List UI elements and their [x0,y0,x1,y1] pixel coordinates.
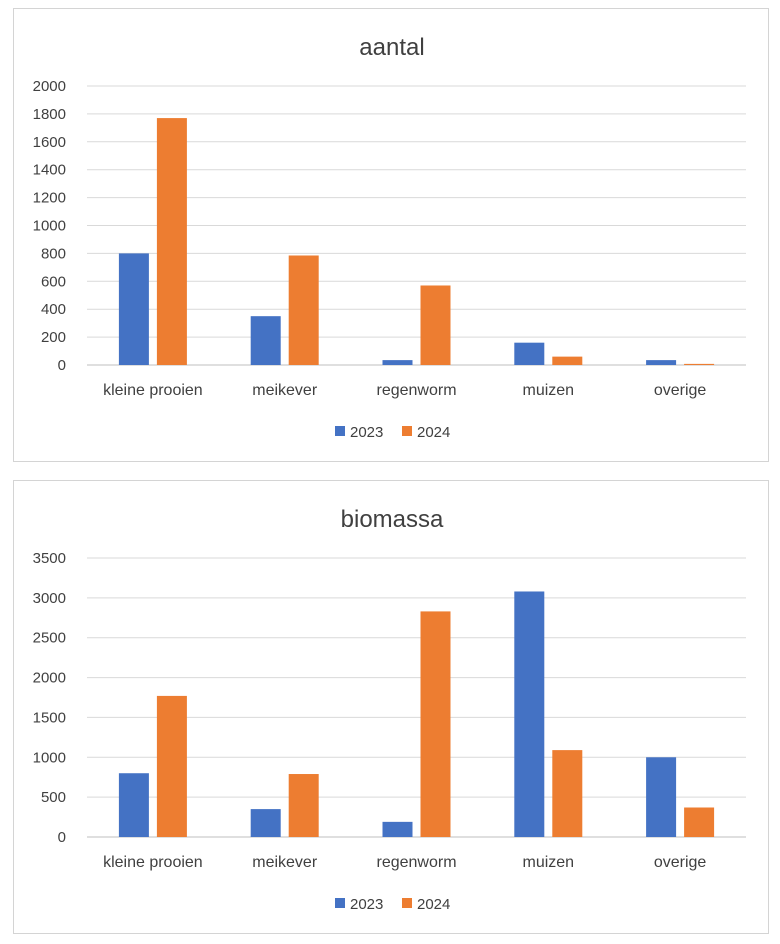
y-tick-label: 800 [41,245,66,262]
bar-2023 [382,821,413,837]
chart-aantal: aantal 0 200 400 600 800 1000 1200 1400 1600 1800… [13,8,769,462]
legend-swatch-2023 [335,426,345,436]
x-category-label: kleine prooien [103,382,203,399]
x-category-label: muizen [523,382,575,399]
bar-2024 [156,695,187,837]
bar-2024 [684,807,715,837]
bar-2024 [684,363,715,365]
bar-2023 [250,316,281,365]
y-tick-label: 500 [41,789,66,806]
y-tick-label: 2000 [33,78,66,95]
y-tick-label: 1600 [33,134,66,151]
bar-2024 [420,285,451,365]
bar-2023 [646,757,677,837]
bar-2023 [514,342,545,365]
chart-title: aantal [359,34,424,61]
legend-label-2023: 2023 [350,424,383,441]
bar-2023 [382,360,413,365]
legend-swatch-2023 [335,898,345,908]
y-tick-label: 3000 [33,590,66,607]
y-tick-label: 1800 [33,106,66,123]
y-tick-label: 1500 [33,709,66,726]
x-category-label: kleine prooien [103,854,203,871]
x-category-label: meikever [252,382,318,399]
y-tick-label: 1000 [33,749,66,766]
bar-2023 [514,591,545,837]
bar-2023 [118,773,149,837]
chart-title: biomassa [341,506,444,533]
legend-label-2024: 2024 [417,424,450,441]
x-category-label: regenworm [376,382,456,399]
y-tick-label: 0 [58,829,66,846]
legend-swatch-2024 [402,898,412,908]
bar-2024 [552,356,583,365]
bar-2024 [420,611,451,837]
x-category-label: overige [654,382,707,399]
y-tick-label: 1400 [33,162,66,179]
legend-swatch-2024 [402,426,412,436]
x-category-label: overige [654,854,707,871]
y-tick-label: 0 [58,357,66,374]
y-tick-label: 600 [41,273,66,290]
bar-2024 [156,118,187,366]
bar-2023 [646,360,677,365]
y-tick-label: 200 [41,329,66,346]
bar-2023 [118,253,149,365]
chart-biomassa: biomassa 0 500 1000 1500 2000 2500 3000 3500 kle… [13,480,769,934]
y-tick-label: 2500 [33,630,66,647]
y-tick-label: 1200 [33,190,66,207]
y-tick-label: 3500 [33,550,66,567]
bar-2023 [250,809,281,837]
y-tick-label: 1000 [33,218,66,235]
y-tick-label: 2000 [33,670,66,687]
bar-2024 [288,774,319,837]
bar-2024 [552,750,583,837]
bar-2024 [288,255,319,365]
x-category-label: regenworm [376,854,456,871]
x-category-label: muizen [523,854,575,871]
chart-biomassa-svg: biomassa 0 500 1000 1500 2000 2500 3000 3500 kle… [33,506,746,913]
x-category-label: meikever [252,854,318,871]
chart-aantal-svg: aantal 0 200 400 600 800 1000 1200 1400 1600 1800… [33,34,746,441]
legend-label-2023: 2023 [350,896,383,913]
y-tick-label: 400 [41,301,66,318]
legend-label-2024: 2024 [417,896,450,913]
